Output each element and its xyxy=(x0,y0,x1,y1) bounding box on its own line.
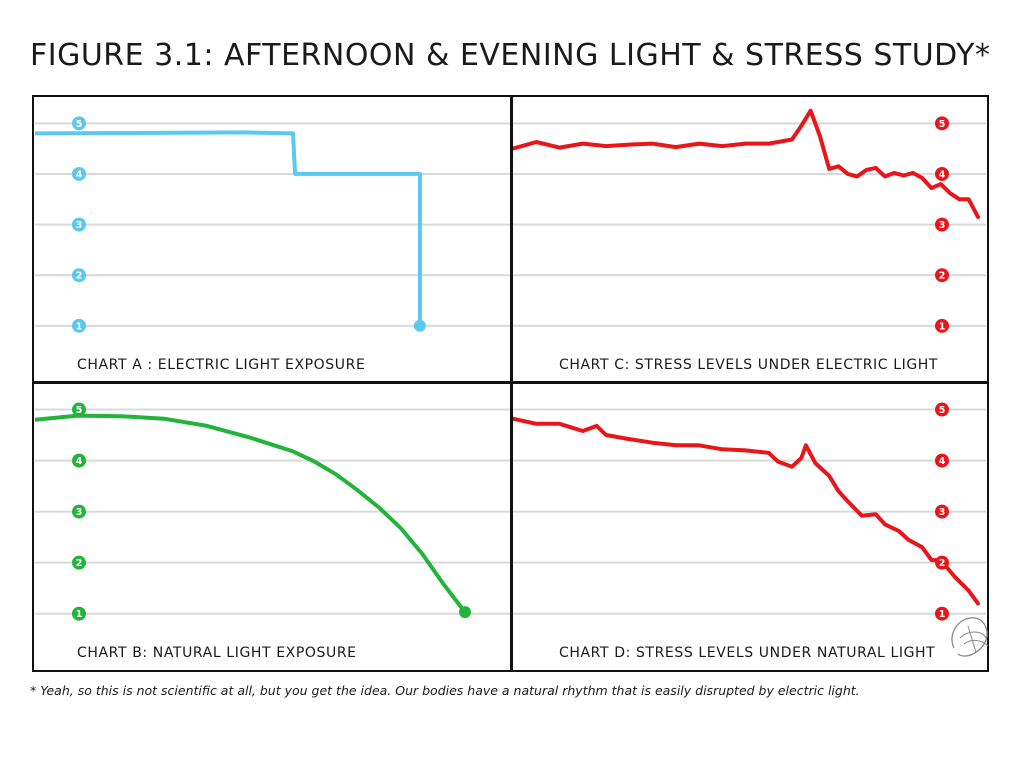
chart-c-tick-label: 3 xyxy=(939,220,946,231)
chart-a-tick-label: 1 xyxy=(76,321,83,332)
chart-d-tick-label: 1 xyxy=(939,609,946,620)
chart-a-tick-label: 5 xyxy=(76,119,83,130)
horizontal-divider xyxy=(32,381,989,384)
chart-d-tick-5: 5 xyxy=(935,402,949,417)
chart-b-label: CHART B: NATURAL LIGHT EXPOSURE xyxy=(77,645,357,661)
chart-a-label: CHART A : ELECTRIC LIGHT EXPOSURE xyxy=(77,357,366,373)
chart-c-series-line xyxy=(513,108,980,219)
chart-c-tick-2: 2 xyxy=(935,268,949,283)
chart-d-panel: 1 2 3 4 5 CHART D: STRESS LEVELS UNDER NATUR… xyxy=(513,384,986,669)
chart-d-tick-3: 3 xyxy=(935,504,949,519)
chart-a-plot: 1 2 3 4 5 xyxy=(35,116,510,333)
chart-b-tick-label: 1 xyxy=(76,609,83,620)
chart-c-plot: 1 2 3 4 5 xyxy=(513,108,986,333)
chart-c-tick-3: 3 xyxy=(935,217,949,232)
chart-b-series-line xyxy=(35,413,467,615)
chart-b-tick-label: 2 xyxy=(76,558,83,569)
footnote: * Yeah, so this is not scientific at all… xyxy=(30,683,860,698)
chart-d-tick-label: 2 xyxy=(939,558,946,569)
chart-a-end-point xyxy=(413,319,426,332)
chart-d-tick-4: 4 xyxy=(935,453,949,468)
chart-c-tick-label: 4 xyxy=(939,169,946,180)
chart-a-tick-3: 3 xyxy=(72,217,86,232)
chart-d-tick-label: 3 xyxy=(939,507,946,518)
chart-a-panel: 1 2 3 4 5 CHART A : ELECTRIC LIGHT EXPOSURE xyxy=(35,98,510,381)
chart-d-series-line xyxy=(513,416,980,606)
chart-d-label: CHART D: STRESS LEVELS UNDER NATURAL LIG… xyxy=(559,645,936,661)
chart-b-tick-4: 4 xyxy=(72,453,86,468)
chart-a-tick-label: 4 xyxy=(76,169,83,180)
chart-d-plot: 1 2 3 4 5 xyxy=(513,402,986,621)
chart-b-tick-label: 4 xyxy=(76,456,83,467)
chart-c-tick-4: 4 xyxy=(935,166,949,181)
chart-c-tick-1: 1 xyxy=(935,318,949,333)
vertical-divider xyxy=(510,95,513,672)
chart-a-tick-label: 2 xyxy=(76,271,83,282)
chart-c-tick-label: 1 xyxy=(939,321,946,332)
chart-c-tick-5: 5 xyxy=(935,116,949,131)
chart-d-tick-2: 2 xyxy=(935,555,949,570)
chart-b-tick-3: 3 xyxy=(72,504,86,519)
chart-d-tick-label: 4 xyxy=(939,456,946,467)
chart-d-tick-1: 1 xyxy=(935,606,949,621)
chart-b-tick-label: 3 xyxy=(76,507,83,518)
chart-b-plot: 1 2 3 4 5 xyxy=(35,402,510,621)
chart-a-tick-label: 3 xyxy=(76,220,83,231)
chart-b-tick-2: 2 xyxy=(72,555,86,570)
figure-title: FIGURE 3.1: AFTERNOON & EVENING LIGHT & … xyxy=(30,38,991,73)
chart-c-panel: 1 2 3 4 5 CHART C: STRESS LEVELS UNDER ELECT… xyxy=(513,98,986,381)
chart-b-panel: 1 2 3 4 5 CHART B: NATURAL LIGHT EXPOSURE xyxy=(35,384,510,669)
signature-watermark-icon xyxy=(951,617,989,657)
chart-a-tick-5: 5 xyxy=(72,116,86,131)
chart-d-tick-label: 5 xyxy=(939,405,946,416)
chart-a-tick-1: 1 xyxy=(72,318,86,333)
chart-c-tick-label: 2 xyxy=(939,271,946,282)
chart-a-tick-2: 2 xyxy=(72,268,86,283)
chart-a-series-line xyxy=(35,130,422,328)
chart-c-tick-label: 5 xyxy=(939,119,946,130)
chart-b-tick-5: 5 xyxy=(72,402,86,417)
chart-b-tick-label: 5 xyxy=(76,405,83,416)
chart-b-end-point xyxy=(459,606,471,619)
chart-b-tick-1: 1 xyxy=(72,606,86,621)
chart-c-label: CHART C: STRESS LEVELS UNDER ELECTRIC LI… xyxy=(559,357,939,373)
chart-a-tick-4: 4 xyxy=(72,166,86,181)
